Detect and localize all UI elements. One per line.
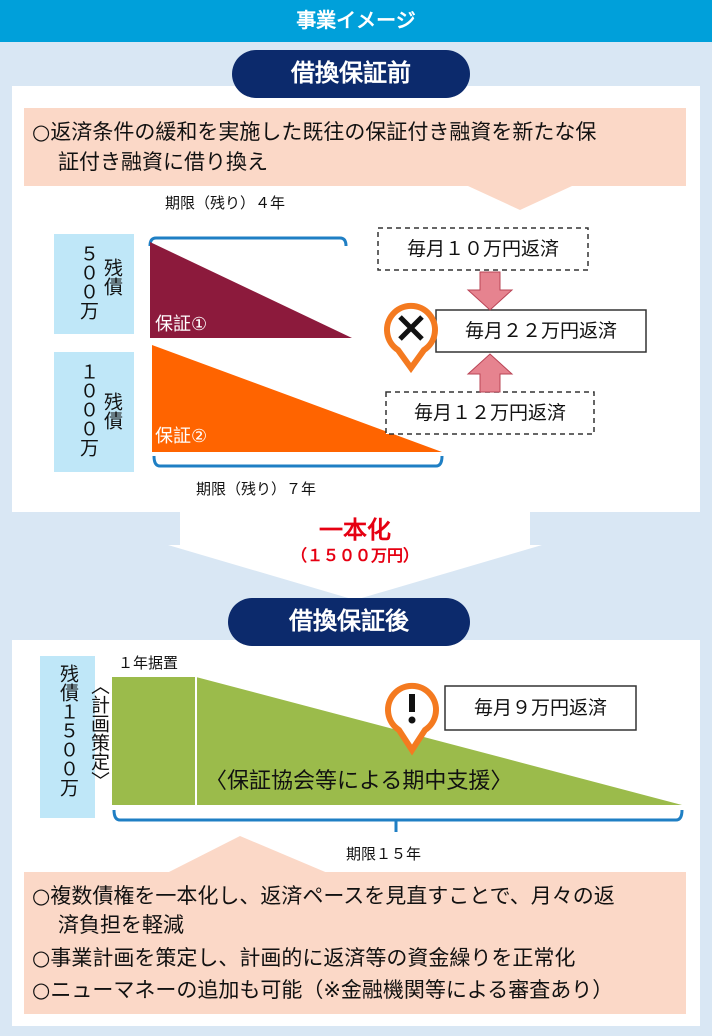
loan-amount: ５００万 <box>77 244 99 320</box>
note-pointer <box>468 186 572 210</box>
payment-text: 毎月１０万円返済 <box>406 238 559 260</box>
title-pill <box>232 50 470 98</box>
loan-box <box>54 234 134 334</box>
payment-text: 毎月９万円返済 <box>473 697 607 719</box>
note-line: ○複数債権を一本化し、返済ペースを見直すことで、月々の返 <box>32 884 615 908</box>
note-box <box>24 108 686 186</box>
merge-amount: （１５００万円） <box>290 546 419 565</box>
payment-box <box>444 685 637 731</box>
arrow <box>466 271 514 311</box>
loan-triangle <box>150 242 352 338</box>
deferral-label: １年据置 <box>118 654 179 672</box>
bracket <box>112 809 684 832</box>
support-label: 〈保証協会等による期中支援〉 <box>205 769 513 794</box>
loan-amount: １０００万 <box>77 362 99 457</box>
section-title: 借換保証後 <box>289 607 409 635</box>
arrow <box>466 353 514 393</box>
plan-label: 〈計画策定〉 <box>88 676 110 790</box>
bracket <box>152 455 444 468</box>
note-line: ○ニューマネーの追加も可能（※金融機関等による審査あり） <box>32 978 614 1002</box>
section-title: 借換保証前 <box>291 59 411 87</box>
title-pill <box>228 598 470 646</box>
payment-text: 毎月２２万円返済 <box>464 320 617 342</box>
bracket <box>148 236 348 247</box>
alert-icon <box>408 716 416 724</box>
x-icon <box>398 315 424 341</box>
merge-title: 一本化 <box>319 516 391 544</box>
note-line: 証付き融資に借り換え <box>58 150 268 174</box>
period-label: 期限（残り）４年 <box>165 194 286 212</box>
payment-text: 毎月１２万円返済 <box>413 402 566 424</box>
merge-arrow <box>168 512 542 600</box>
note-pointer <box>165 836 330 874</box>
header-title: 事業イメージ <box>296 8 416 32</box>
period-label: 期限（残り）７年 <box>196 480 317 498</box>
payment-box <box>435 309 647 353</box>
note-line: 済負担を軽減 <box>58 913 184 937</box>
repayment-shape <box>112 677 682 805</box>
loan-triangle <box>152 345 442 452</box>
payment-box <box>377 227 589 271</box>
warning-pin <box>384 302 438 374</box>
guarantee-label: 保証① <box>155 314 208 335</box>
header-band <box>0 0 712 42</box>
loan-box <box>54 352 134 472</box>
note-line: ○返済条件の緩和を実施した既往の保証付き融資を新たな保 <box>32 120 597 144</box>
note-box <box>24 872 686 1014</box>
period-label: 期限１５年 <box>346 845 422 863</box>
alert-icon <box>409 694 415 712</box>
balance-box <box>40 656 95 818</box>
note-line: ○事業計画を策定し、計画的に返済等の資金繰りを正常化 <box>32 946 576 970</box>
balance-label: 残債１５００万 <box>56 664 79 797</box>
loan-label: 残債 <box>101 258 123 296</box>
loan-label: 残債 <box>101 392 123 430</box>
guarantee-label: 保証② <box>155 426 208 447</box>
